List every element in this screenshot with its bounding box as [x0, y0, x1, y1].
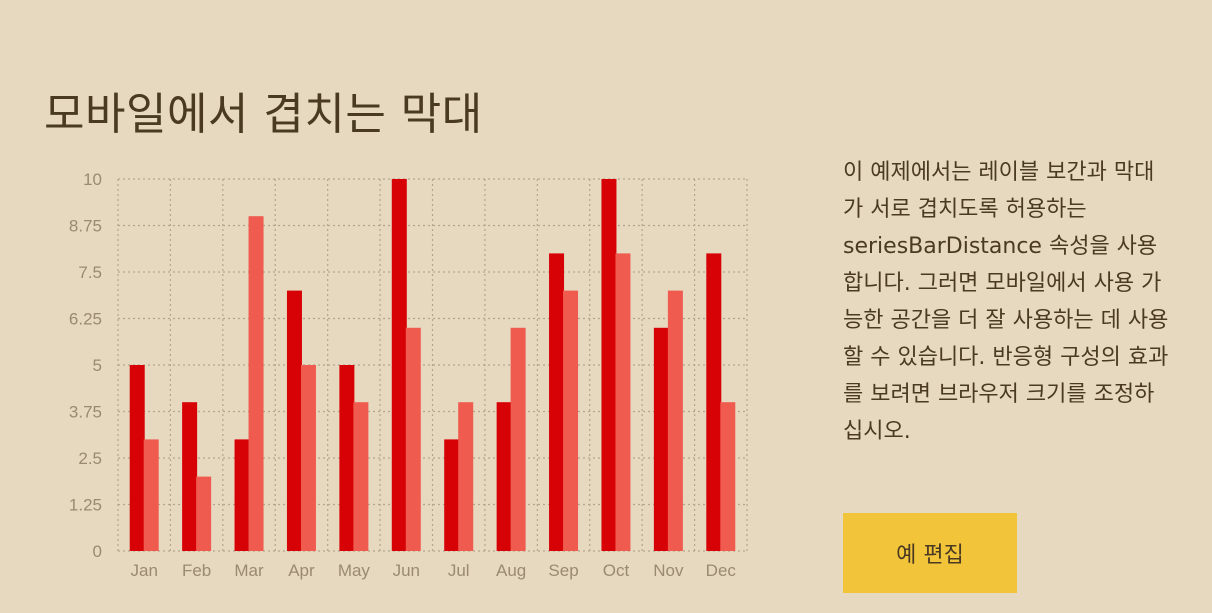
- bar-series-b: [510, 327, 526, 551]
- bar-series-a: [391, 179, 407, 551]
- description-text: 이 예제에서는 레이블 보간과 막대가 서로 겹치도록 허용하는 seriesB…: [843, 160, 1169, 444]
- bar-series-b: [300, 365, 316, 551]
- y-tick-label: 8.75: [69, 217, 102, 236]
- y-tick-label: 10: [83, 170, 102, 189]
- y-tick-label: 2.5: [78, 449, 102, 468]
- bar-series-b: [458, 402, 474, 551]
- x-tick-label: Dec: [706, 561, 737, 580]
- bar-series-a: [129, 365, 145, 551]
- x-tick-label: Mar: [234, 561, 264, 580]
- bar-series-b: [143, 439, 159, 551]
- y-tick-label: 0: [93, 542, 102, 561]
- bar-series-b: [196, 476, 212, 551]
- bar-series-a: [286, 290, 302, 551]
- bar-series-a: [706, 253, 722, 551]
- x-tick-label: Aug: [496, 561, 526, 580]
- bar-series-b: [405, 327, 421, 551]
- x-tick-label: Apr: [288, 561, 315, 580]
- bar-series-a: [182, 402, 198, 551]
- y-tick-label: 1.25: [69, 496, 102, 515]
- y-tick-label: 5: [93, 356, 102, 375]
- bar-series-a: [444, 439, 460, 551]
- y-tick-label: 6.25: [69, 310, 102, 329]
- chart-svg: 0 1.25 2.5 3.75 5 6.25 7.5 8.75 10 Jan Feb Mar Apr Ma…: [69, 170, 748, 580]
- bar-series-b: [667, 290, 683, 551]
- y-tick-label: 7.5: [78, 263, 102, 282]
- bar-series-b: [615, 253, 631, 551]
- bar-chart: 0 1.25 2.5 3.75 5 6.25 7.5 8.75 10 Jan Feb Mar Apr Ma…: [60, 150, 760, 590]
- y-tick-label: 3.75: [69, 403, 102, 422]
- bar-series-b: [353, 402, 369, 551]
- bar-series-a: [601, 179, 617, 551]
- bar-series-a: [234, 439, 250, 551]
- x-tick-label: May: [338, 561, 371, 580]
- x-tick-label: Jun: [393, 561, 420, 580]
- bar-series-a: [339, 365, 355, 551]
- x-tick-label: Sep: [548, 561, 578, 580]
- bar-series-a: [653, 327, 669, 551]
- bar-series-b: [720, 402, 736, 551]
- bar-series-b: [248, 216, 264, 551]
- x-tick-label: Oct: [603, 561, 630, 580]
- x-tick-label: Feb: [182, 561, 211, 580]
- bar-series-a: [549, 253, 565, 551]
- edit-example-button[interactable]: 예 편집: [843, 513, 1017, 593]
- page-title: 모바일에서 겹치는 막대: [44, 89, 483, 140]
- x-tick-label: Nov: [653, 561, 684, 580]
- bar-series-b: [563, 290, 579, 551]
- x-tick-label: Jul: [448, 561, 470, 580]
- bar-series-a: [496, 402, 512, 551]
- x-tick-label: Jan: [130, 561, 157, 580]
